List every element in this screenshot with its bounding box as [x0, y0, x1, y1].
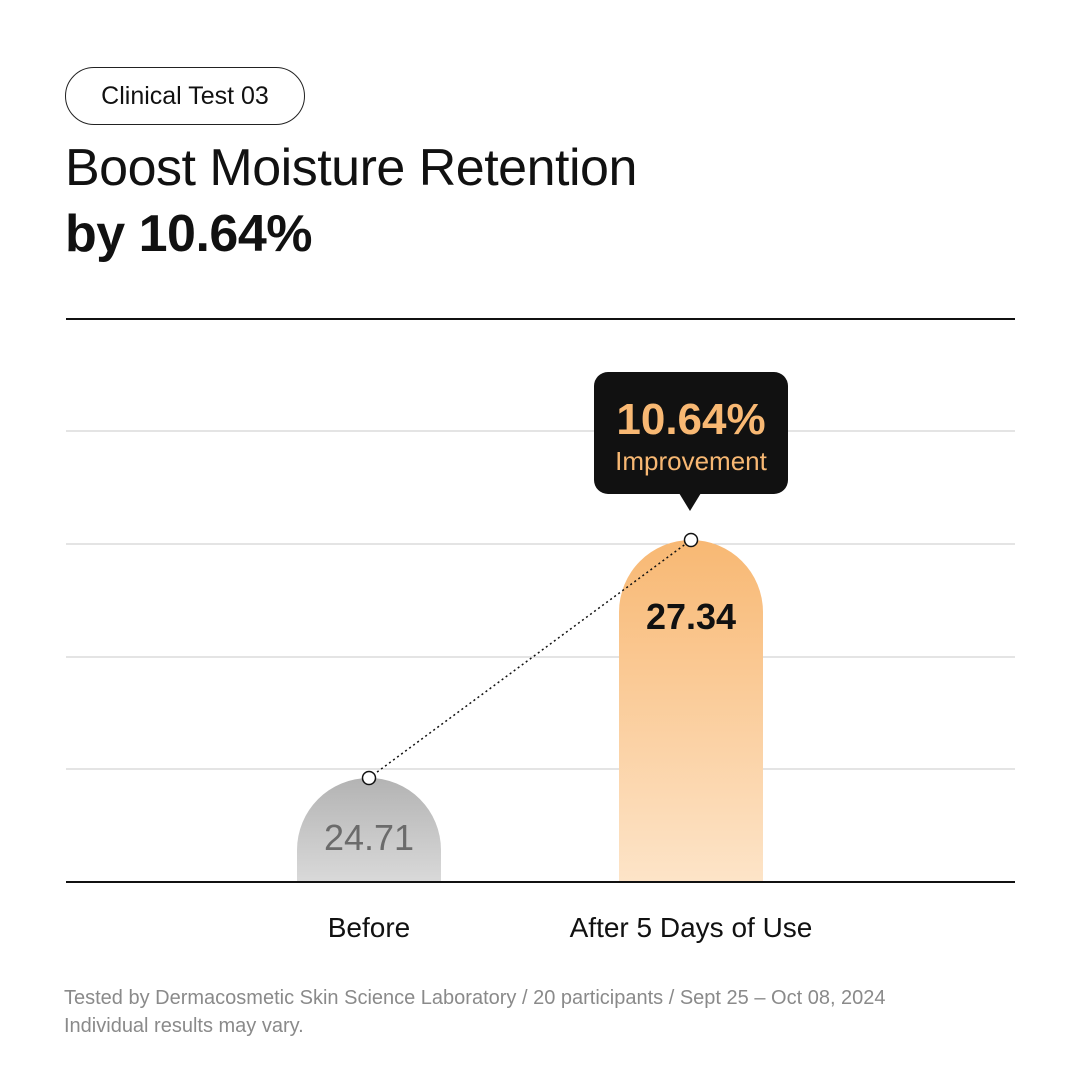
clinical-test-badge: Clinical Test 03 [65, 67, 305, 125]
improvement-label: Improvement [615, 446, 767, 476]
improvement-value: 10.64% [616, 395, 765, 444]
data-point-before [361, 770, 377, 786]
bar-before [297, 778, 441, 882]
improvement-callout: 10.64% Improvement [594, 372, 788, 511]
data-point-after [683, 532, 699, 548]
value-label-after: 27.34 [646, 596, 736, 637]
category-label-before: Before [328, 912, 411, 943]
footnote-disclaimer: Individual results may vary. [64, 1015, 304, 1037]
badge-label: Clinical Test 03 [101, 81, 269, 110]
moisture-bar-chart: 24.71 27.34 10.64% Improvement Before Aft… [66, 318, 1015, 943]
page-title-highlight: by 10.64% [65, 205, 313, 263]
category-label-after: After 5 Days of Use [570, 912, 813, 943]
value-label-before: 24.71 [324, 817, 414, 858]
page-title: Boost Moisture Retention [65, 139, 637, 197]
footnote: Tested by Dermacosmetic Skin Science Lab… [64, 984, 886, 1040]
footnote-source: Tested by Dermacosmetic Skin Science Lab… [64, 987, 886, 1009]
bar-after [619, 540, 763, 882]
trend-connector [368, 539, 692, 779]
